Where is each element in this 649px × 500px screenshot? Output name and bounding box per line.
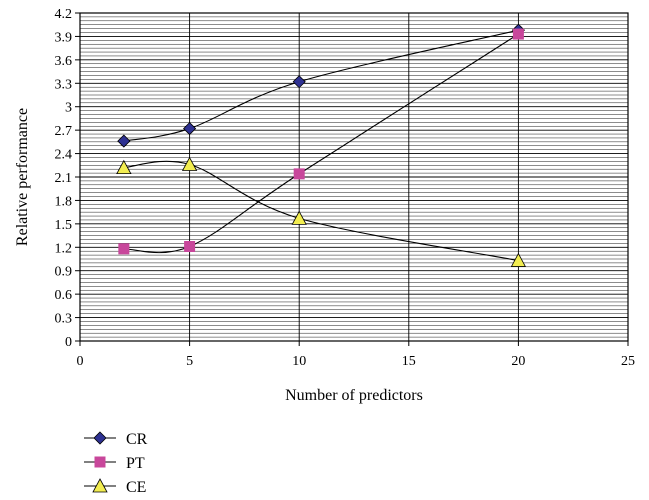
data-point-ce: [291, 210, 307, 225]
x-tick-labels: 0 5 10 15 20 25: [77, 354, 636, 369]
series-lines: [123, 29, 519, 262]
data-point-pt: [118, 243, 130, 255]
y-tick-label: 2.1: [55, 171, 73, 186]
data-point-ce: [116, 159, 132, 175]
legend-marker-ce: [92, 478, 108, 493]
legend: CR PT CE: [84, 431, 148, 496]
legend-label-cr: CR: [126, 431, 148, 448]
legend-marker-pt: [94, 456, 106, 468]
x-axis-title: Number of predictors: [285, 387, 423, 404]
x-tick-label: 5: [186, 354, 193, 369]
data-point-ce: [181, 156, 198, 171]
x-tick-label: 10: [292, 354, 306, 369]
data-point-pt: [512, 28, 524, 40]
data-point-cr: [117, 134, 131, 148]
data-point-ce: [510, 252, 527, 267]
legend-label-ce: CE: [126, 479, 146, 496]
y-tick-label: 0: [65, 335, 72, 350]
x-tick-label: 20: [511, 354, 525, 369]
data-point-pt: [293, 168, 305, 180]
y-tick-label: 1.5: [55, 218, 73, 233]
y-tick-label: 1.8: [55, 194, 73, 209]
x-tick-label: 15: [402, 354, 416, 369]
y-tick-labels: 0 0.3 0.6 0.9 1.2 1.5 1.8 2.1 2.4 2.7 3 3.3 3.6 3.9 4.…: [55, 7, 73, 350]
y-tick-label: 3.3: [55, 77, 73, 92]
data-point-cr: [183, 122, 197, 136]
series-line-ce: [123, 160, 519, 262]
grid-lines: [80, 13, 628, 341]
y-axis-title: Relative performance: [14, 108, 31, 246]
series-line-pt: [123, 33, 519, 254]
y-tick-label: 3: [65, 101, 72, 116]
series-markers: [116, 23, 527, 267]
y-tick-label: 2.4: [55, 148, 73, 163]
x-tick-label: 25: [621, 354, 635, 369]
y-tick-label: 0.6: [55, 288, 73, 303]
y-tick-label: 2.7: [55, 124, 73, 139]
data-point-cr: [292, 75, 306, 89]
y-tick-label: 3.6: [55, 54, 73, 69]
y-tick-label: 1.2: [55, 241, 73, 256]
y-tick-label: 0.3: [55, 312, 73, 327]
legend-label-pt: PT: [126, 455, 145, 472]
y-tick-label: 0.9: [55, 265, 73, 280]
data-point-pt: [184, 241, 196, 253]
plot-frame: [75, 12, 629, 346]
y-tick-label: 4.2: [55, 7, 73, 22]
x-tick-label: 0: [77, 354, 84, 369]
y-tick-label: 3.9: [55, 30, 73, 45]
series-line-cr: [123, 29, 519, 142]
legend-marker-cr: [93, 431, 107, 445]
